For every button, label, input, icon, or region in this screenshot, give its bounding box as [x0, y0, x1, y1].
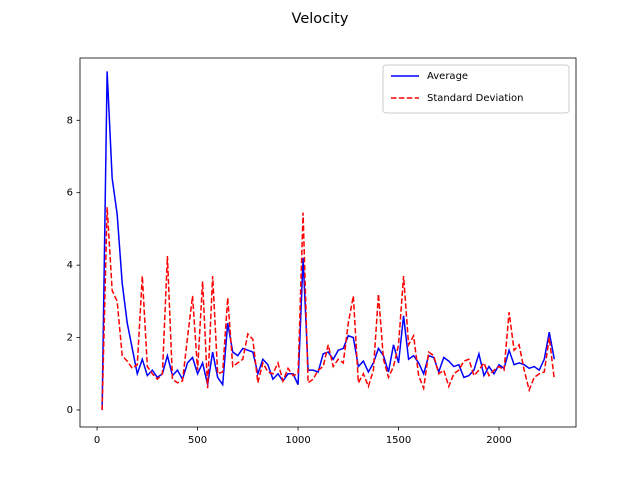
chart-title: Velocity	[292, 11, 349, 27]
legend-label: Average	[427, 71, 468, 82]
x-tick-label: 500	[188, 435, 207, 446]
y-tick-label: 6	[67, 188, 73, 199]
y-tick-label: 0	[67, 405, 73, 416]
x-tick-label: 2000	[486, 435, 511, 446]
x-tick-label: 1500	[386, 435, 411, 446]
x-tick-label: 0	[94, 435, 100, 446]
legend-box	[382, 64, 570, 114]
y-tick-label: 4	[67, 260, 73, 271]
line-series	[101, 71, 556, 410]
legend: Average Standard Deviation	[382, 64, 570, 114]
y-tick-label: 2	[67, 333, 73, 344]
x-tick-label: 1000	[285, 435, 310, 446]
line-series	[101, 207, 556, 410]
plot-frame	[79, 57, 577, 428]
y-tick-label: 8	[67, 115, 73, 126]
legend-label: Standard Deviation	[427, 93, 524, 104]
